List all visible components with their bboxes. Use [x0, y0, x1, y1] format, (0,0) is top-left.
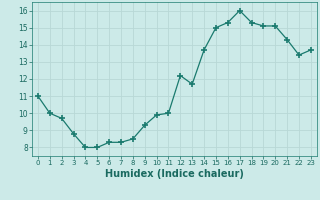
X-axis label: Humidex (Indice chaleur): Humidex (Indice chaleur) [105, 169, 244, 179]
